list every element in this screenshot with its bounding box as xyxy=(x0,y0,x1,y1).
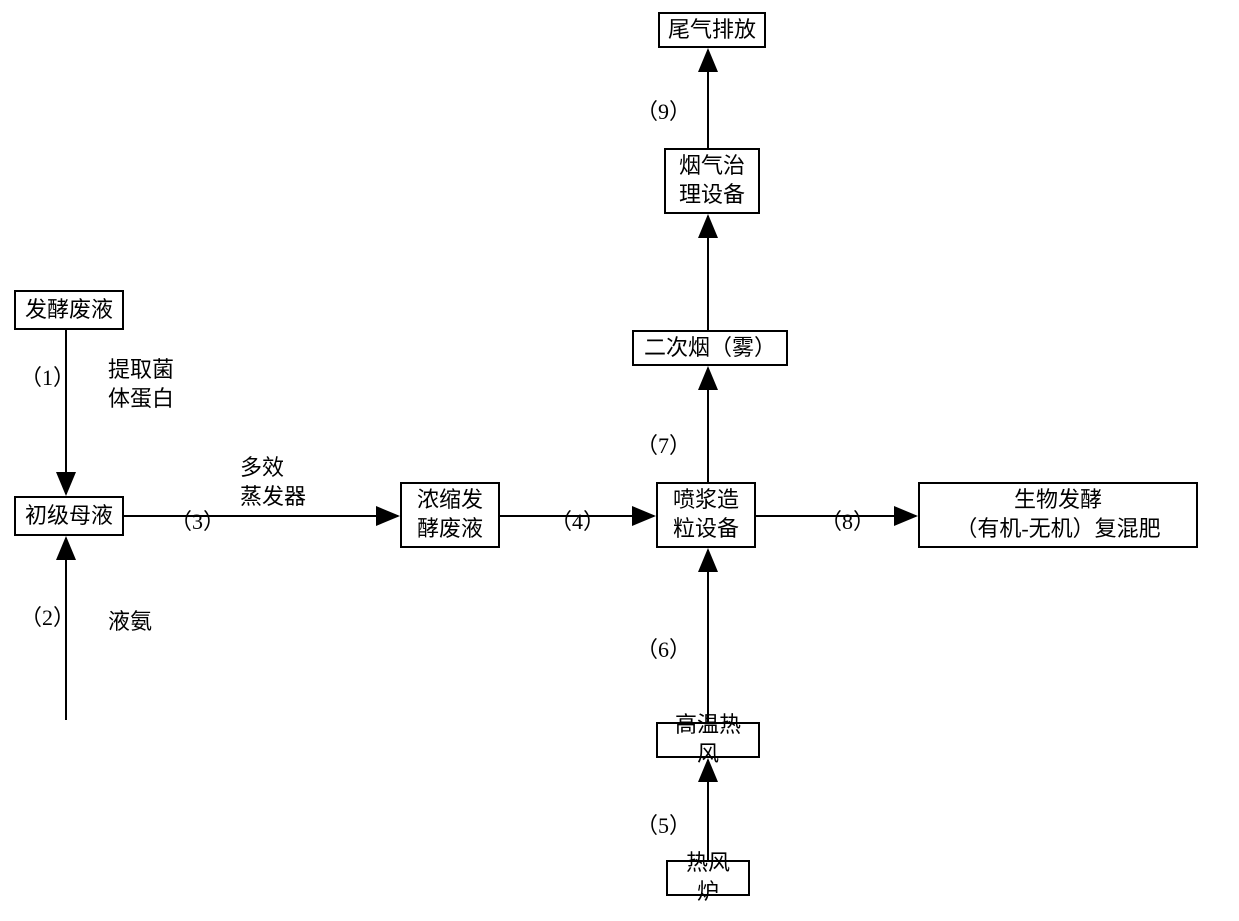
annotation-multi-effect: 多效 蒸发器 xyxy=(240,454,306,511)
node-concentrated: 浓缩发 酵废液 xyxy=(400,482,500,548)
node-flue-gas-treatment: 烟气治 理设备 xyxy=(664,148,760,214)
node-label: 二次烟（雾） xyxy=(644,334,776,363)
node-label: 浓缩发 酵废液 xyxy=(417,486,483,543)
annotation-liquid-ammonia: 液氨 xyxy=(108,608,152,637)
node-label: 热风炉 xyxy=(676,849,740,906)
node-hot-stove: 热风炉 xyxy=(666,860,750,896)
node-label: 生物发酵 （有机-无机）复混肥 xyxy=(955,486,1160,543)
node-secondary-smoke: 二次烟（雾） xyxy=(632,330,788,366)
node-spray-granulation: 喷浆造 粒设备 xyxy=(656,482,756,548)
edge-label-7: （7） xyxy=(636,428,691,460)
node-exhaust-emission: 尾气排放 xyxy=(658,12,766,48)
edge-label-4: （4） xyxy=(550,504,605,536)
edge-label-9: （9） xyxy=(636,94,691,126)
node-bio-ferment-fertilizer: 生物发酵 （有机-无机）复混肥 xyxy=(918,482,1198,548)
edge-label-2: （2） xyxy=(20,600,75,632)
edge-label-6: （6） xyxy=(636,632,691,664)
node-hot-wind: 高温热风 xyxy=(656,722,760,758)
node-label: 初级母液 xyxy=(25,502,113,531)
node-primary-mother: 初级母液 xyxy=(14,496,124,536)
node-ferment-waste: 发酵废液 xyxy=(14,290,124,330)
annotation-extract-protein: 提取菌 体蛋白 xyxy=(108,356,174,413)
edge-label-5: （5） xyxy=(636,808,691,840)
node-label: 高温热风 xyxy=(666,711,750,768)
node-label: 尾气排放 xyxy=(668,16,756,45)
edge-label-1: （1） xyxy=(20,360,75,392)
edge-label-3: （3） xyxy=(170,504,225,536)
arrows-layer xyxy=(0,0,1239,921)
node-label: 烟气治 理设备 xyxy=(679,152,745,209)
edge-label-8: （8） xyxy=(820,504,875,536)
node-label: 喷浆造 粒设备 xyxy=(673,486,739,543)
node-label: 发酵废液 xyxy=(25,296,113,325)
